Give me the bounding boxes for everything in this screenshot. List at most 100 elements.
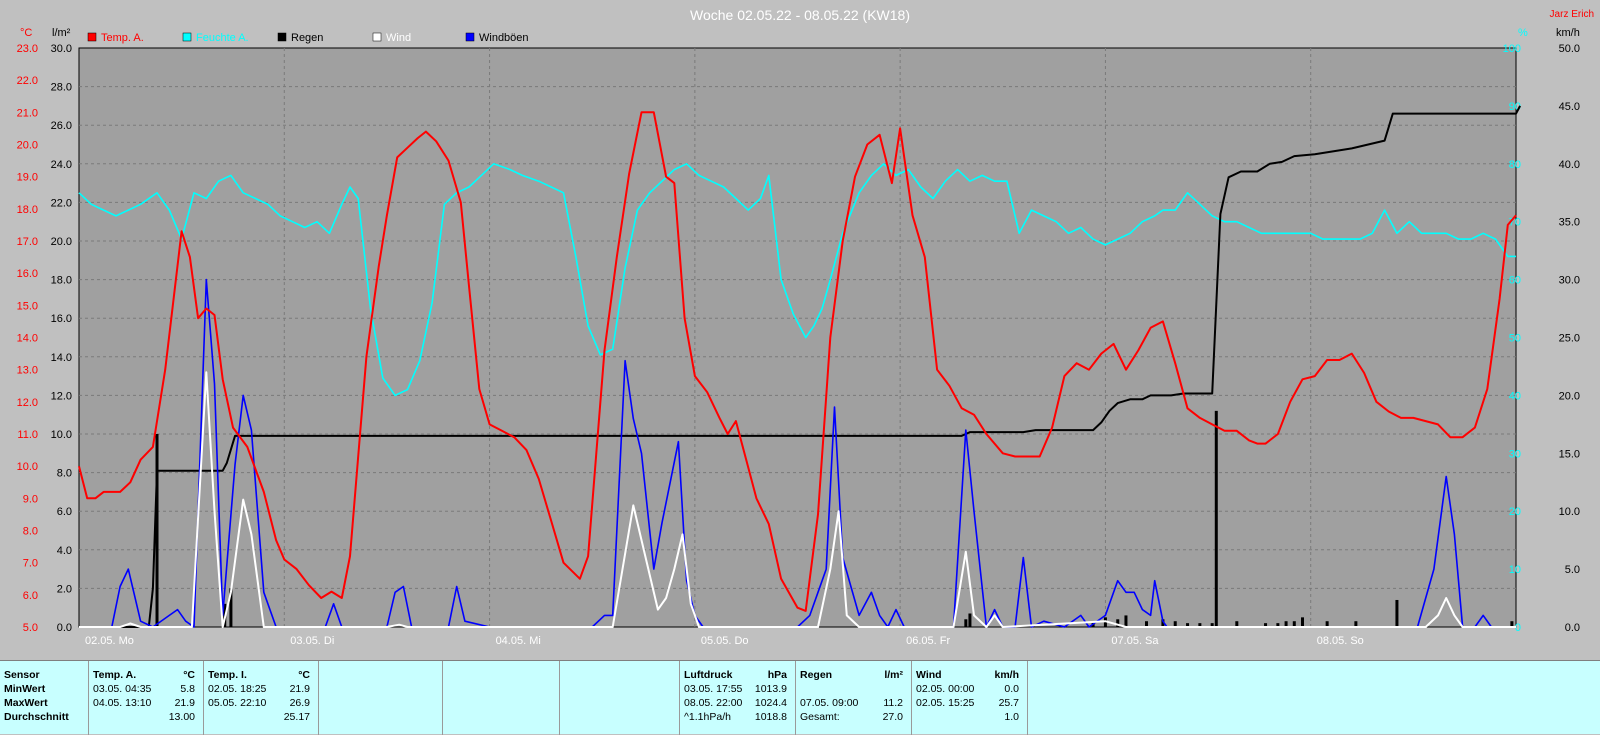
row-label-max: MaxWert: [4, 697, 48, 709]
temp-i-min-value: 21.9: [289, 683, 310, 695]
wind-tick-label: 20.0: [1559, 390, 1580, 402]
wind-max-time: 02.05. 15:25: [916, 697, 975, 709]
legend-swatch: [182, 32, 192, 42]
rain-tick-label: 28.0: [51, 82, 72, 94]
rain-tick-label: 0.0: [57, 622, 72, 634]
wind-tick-label: 50.0: [1559, 43, 1580, 55]
rain-tick-label: 12.0: [51, 390, 72, 402]
rain-tick-label: 4.0: [57, 545, 72, 557]
rain-tick-label: 22.0: [51, 197, 72, 209]
temp-tick-label: 5.0: [23, 622, 38, 634]
wind-unit-label: km/h: [1556, 27, 1580, 39]
rain-unit: l/m²: [884, 669, 903, 681]
temp-tick-label: 17.0: [17, 236, 38, 248]
legend-label: Windböen: [479, 32, 529, 44]
series-line-temp-a-: [78, 111, 1517, 612]
humidity-tick-label: 20: [1509, 506, 1521, 518]
rain-max-value: 11.2: [883, 697, 903, 709]
temp-a-avg: 13.00: [168, 711, 195, 723]
temp-tick-label: 14.0: [17, 333, 38, 345]
rain-tick-label: 14.0: [51, 352, 72, 364]
rain-tick-label: 8.0: [57, 468, 72, 480]
wind-min-time: 02.05. 00:00: [916, 683, 975, 695]
temp-tick-label: 18.0: [17, 204, 38, 216]
temp-a-header: Temp. A.: [93, 669, 137, 681]
temp-unit-label: °C: [20, 27, 32, 39]
temp-tick-label: 6.0: [23, 590, 38, 602]
temp-tick-label: 12.0: [17, 397, 38, 409]
stats-empty-column-2: [442, 661, 559, 735]
humidity-tick-label: 100: [1503, 43, 1521, 55]
wind-min-value: 0.0: [1004, 683, 1019, 695]
temp-a-max-value: 21.9: [174, 697, 195, 709]
plot-area: [78, 47, 1517, 628]
wind-header: Wind: [916, 669, 942, 681]
legend-label: Feuchte A.: [196, 32, 249, 44]
wind-tick-label: 15.0: [1559, 448, 1580, 460]
stats-empty-column-1: [318, 661, 442, 735]
humidity-tick-label: 60: [1509, 275, 1521, 287]
stats-panel: Sensor MinWert MaxWert Durchschnitt Temp…: [0, 660, 1600, 735]
temp-tick-label: 9.0: [23, 493, 38, 505]
legend-swatch: [87, 32, 97, 42]
temp-i-unit: °C: [298, 669, 310, 681]
wind-unit: km/h: [994, 669, 1019, 681]
temp-i-max-time: 05.05. 22:10: [208, 697, 267, 709]
temp-a-max-time: 04.05. 13:10: [93, 697, 152, 709]
stats-empty-column-4: [1027, 661, 1600, 735]
temp-tick-label: 10.0: [17, 461, 38, 473]
pressure-min-value: 1013.9: [754, 683, 787, 695]
wind-tick-label: 10.0: [1559, 506, 1580, 518]
rain-header: Regen: [800, 669, 833, 681]
temp-i-max-value: 26.9: [289, 697, 310, 709]
rain-unit-label: l/m²: [52, 27, 71, 39]
temp-tick-label: 22.0: [17, 75, 38, 87]
rain-tick-label: 24.0: [51, 159, 72, 171]
x-tick-label: 04.05. Mi: [496, 635, 541, 647]
chart-title: Woche 02.05.22 - 08.05.22 (KW18): [690, 7, 910, 23]
pressure-max-value: 1024.4: [754, 697, 787, 709]
stats-pressure-column: Luftdruck hPa 03.05. 17:55 1013.9 08.05. 2…: [679, 661, 795, 735]
temp-tick-label: 19.0: [17, 172, 38, 184]
legend-swatch: [277, 32, 287, 42]
temp-a-min-value: 5.8: [180, 683, 195, 695]
rain-tick-label: 6.0: [57, 506, 72, 518]
wind-tick-label: 40.0: [1559, 159, 1580, 171]
temp-i-min-time: 02.05. 18:25: [208, 683, 267, 695]
rain-tick-label: 2.0: [57, 583, 72, 595]
temp-tick-label: 8.0: [23, 526, 38, 538]
humidity-tick-label: 10: [1509, 564, 1521, 576]
legend-swatch: [372, 32, 382, 42]
series-line-wind: [79, 371, 1516, 628]
rain-max-time: 07.05. 09:00: [800, 697, 859, 709]
humidity-tick-label: 50: [1509, 333, 1521, 345]
temp-tick-label: 7.0: [23, 558, 38, 570]
legend-label: Temp. A.: [101, 32, 144, 44]
x-tick-label: 05.05. Do: [701, 635, 749, 647]
temp-i-header: Temp. I.: [208, 669, 247, 681]
chart-grid: [78, 47, 1517, 628]
temp-tick-label: 16.0: [17, 268, 38, 280]
stats-temp-i-column: Temp. I. °C 02.05. 18:25 21.9 05.05. 22:10…: [203, 661, 318, 735]
temp-tick-label: 21.0: [17, 107, 38, 119]
series-line-windb-en: [79, 278, 1516, 628]
chart-series: [78, 105, 1521, 628]
humidity-tick-label: 0: [1515, 622, 1521, 634]
legend-label: Wind: [386, 32, 411, 44]
pressure-min-time: 03.05. 17:55: [684, 683, 743, 695]
series-line-feuchte-a-: [78, 163, 1516, 397]
temp-tick-label: 20.0: [17, 140, 38, 152]
humidity-tick-label: 80: [1509, 159, 1521, 171]
author-label: Jarz Erich: [1550, 9, 1594, 20]
temp-i-avg: 25.17: [283, 711, 310, 723]
rain-tick-label: 26.0: [51, 120, 72, 132]
rain-tick-label: 16.0: [51, 313, 72, 325]
wind-tick-label: 25.0: [1559, 333, 1580, 345]
humidity-tick-label: 40: [1509, 390, 1521, 402]
rain-tick-label: 10.0: [51, 429, 72, 441]
humidity-unit-label: %: [1518, 27, 1528, 39]
temp-tick-label: 13.0: [17, 365, 38, 377]
x-tick-label: 03.05. Di: [290, 635, 334, 647]
x-tick-label: 08.05. So: [1317, 635, 1364, 647]
temp-tick-label: 23.0: [17, 43, 38, 55]
